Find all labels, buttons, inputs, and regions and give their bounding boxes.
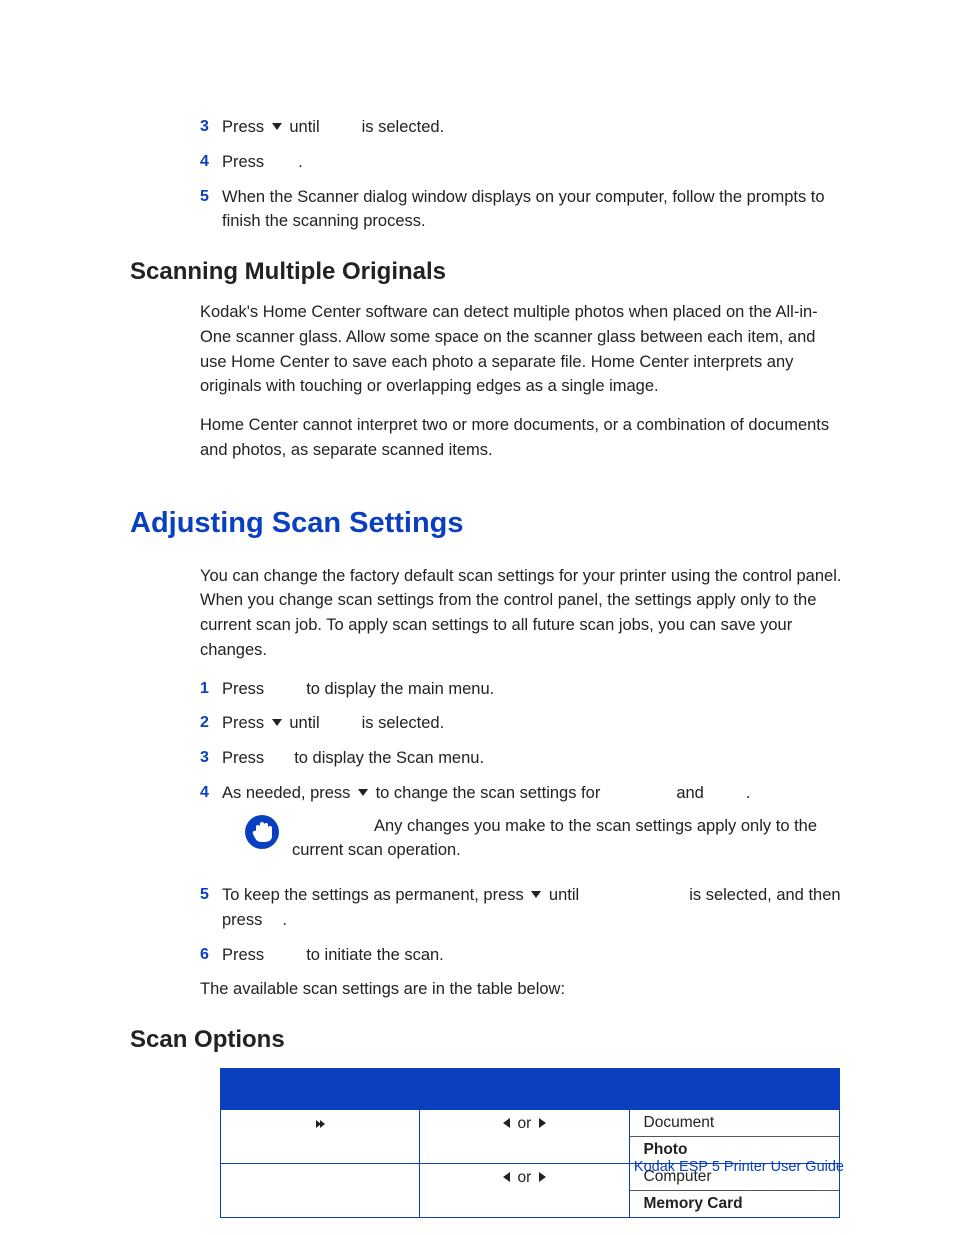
paragraph: You can change the factory default scan … bbox=[200, 564, 844, 663]
text: Press bbox=[222, 153, 264, 171]
step-text: Press. bbox=[222, 150, 844, 175]
text: to initiate the scan. bbox=[306, 946, 444, 964]
note-block: Any changes you make to the scan setting… bbox=[244, 814, 844, 864]
text: Press bbox=[222, 118, 269, 136]
heading-scanning-multiple: Scanning Multiple Originals bbox=[130, 258, 844, 286]
text: to change the scan settings for bbox=[371, 784, 600, 802]
document-page: 3 Press until is selected. 4 Press. 5 Whe… bbox=[0, 0, 954, 1235]
step-text: Press to initiate the scan. bbox=[222, 943, 844, 968]
table-cell: Document Photo bbox=[629, 1110, 839, 1164]
table-header-row bbox=[221, 1069, 840, 1110]
text: To keep the settings as permanent, press bbox=[222, 886, 528, 904]
text: until bbox=[285, 118, 320, 136]
adjust-step-list: 1 Press to display the main menu. 2 Press… bbox=[200, 677, 844, 968]
step-number: 4 bbox=[200, 150, 222, 175]
table-cell bbox=[221, 1110, 420, 1164]
right-arrow-icon bbox=[539, 1118, 546, 1128]
scan-options-table-wrap: or Document Photo bbox=[220, 1068, 844, 1218]
heading-scan-options: Scan Options bbox=[130, 1026, 844, 1054]
step-text: To keep the settings as permanent, press… bbox=[222, 883, 844, 933]
down-arrow-icon bbox=[272, 123, 282, 130]
step-number: 6 bbox=[200, 943, 222, 968]
step-number: 3 bbox=[200, 746, 222, 771]
text: until bbox=[544, 886, 579, 904]
scan-options-table: or Document Photo bbox=[220, 1068, 840, 1218]
text: and bbox=[676, 784, 704, 802]
table-header-cell bbox=[629, 1069, 839, 1110]
list-item: 1 Press to display the main menu. bbox=[200, 677, 844, 702]
text: is selected. bbox=[362, 118, 445, 136]
left-arrow-icon bbox=[503, 1172, 510, 1182]
table-header-cell bbox=[221, 1069, 420, 1110]
table-row: or Document Photo bbox=[221, 1110, 840, 1164]
paragraph: Home Center cannot interpret two or more… bbox=[200, 413, 844, 463]
text: Press bbox=[222, 749, 264, 767]
text: is selected. bbox=[362, 714, 445, 732]
step-text: When the Scanner dialog window displays … bbox=[222, 185, 844, 235]
table-cell bbox=[221, 1164, 420, 1218]
hand-note-icon bbox=[244, 814, 282, 850]
step-number: 5 bbox=[200, 883, 222, 933]
fast-forward-icon bbox=[316, 1115, 324, 1133]
list-item: 3 Press to display the Scan menu. bbox=[200, 746, 844, 771]
option-value: Memory Card bbox=[630, 1191, 839, 1217]
text: until bbox=[285, 714, 320, 732]
table-header-cell bbox=[420, 1069, 629, 1110]
down-arrow-icon bbox=[272, 719, 282, 726]
text: or bbox=[518, 1169, 532, 1186]
list-item: 6 Press to initiate the scan. bbox=[200, 943, 844, 968]
step-number: 5 bbox=[200, 185, 222, 235]
down-arrow-icon bbox=[358, 789, 368, 796]
step-text: Press until is selected. bbox=[222, 115, 844, 140]
step-text: As needed, press to change the scan sett… bbox=[222, 781, 844, 873]
table-cell: or bbox=[420, 1110, 629, 1164]
step-number: 1 bbox=[200, 677, 222, 702]
left-arrow-icon bbox=[503, 1118, 510, 1128]
text: to display the main menu. bbox=[306, 680, 494, 698]
text: to display the Scan menu. bbox=[294, 749, 484, 767]
list-item: 3 Press until is selected. bbox=[200, 115, 844, 140]
text: Press bbox=[222, 714, 269, 732]
note-text: Any changes you make to the scan setting… bbox=[292, 814, 844, 864]
text: or bbox=[518, 1115, 532, 1132]
list-item: 2 Press until is selected. bbox=[200, 711, 844, 736]
down-arrow-icon bbox=[531, 891, 541, 898]
list-item: 4 As needed, press to change the scan se… bbox=[200, 781, 844, 873]
text: . bbox=[282, 911, 287, 929]
paragraph: Kodak's Home Center software can detect … bbox=[200, 300, 844, 399]
step-number: 2 bbox=[200, 711, 222, 736]
right-arrow-icon bbox=[539, 1172, 546, 1182]
table-cell: or bbox=[420, 1164, 629, 1218]
step-text: Press until is selected. bbox=[222, 711, 844, 736]
text: Any changes you make to the scan setting… bbox=[292, 817, 817, 860]
text: Press bbox=[222, 680, 264, 698]
step-text: Press to display the Scan menu. bbox=[222, 746, 844, 771]
paragraph: The available scan settings are in the t… bbox=[200, 977, 844, 1002]
step-text: Press to display the main menu. bbox=[222, 677, 844, 702]
step-number: 4 bbox=[200, 781, 222, 873]
list-item: 4 Press. bbox=[200, 150, 844, 175]
step-number: 3 bbox=[200, 115, 222, 140]
list-item: 5 To keep the settings as permanent, pre… bbox=[200, 883, 844, 933]
text: As needed, press bbox=[222, 784, 355, 802]
option-value: Document bbox=[630, 1110, 839, 1137]
text: Press bbox=[222, 946, 264, 964]
text: . bbox=[746, 784, 751, 802]
list-item: 5 When the Scanner dialog window display… bbox=[200, 185, 844, 235]
top-step-list: 3 Press until is selected. 4 Press. 5 Whe… bbox=[200, 115, 844, 234]
heading-adjusting-scan-settings: Adjusting Scan Settings bbox=[130, 507, 844, 540]
footer-text: Kodak ESP 5 Printer User Guide bbox=[634, 1159, 844, 1175]
text: . bbox=[298, 153, 303, 171]
